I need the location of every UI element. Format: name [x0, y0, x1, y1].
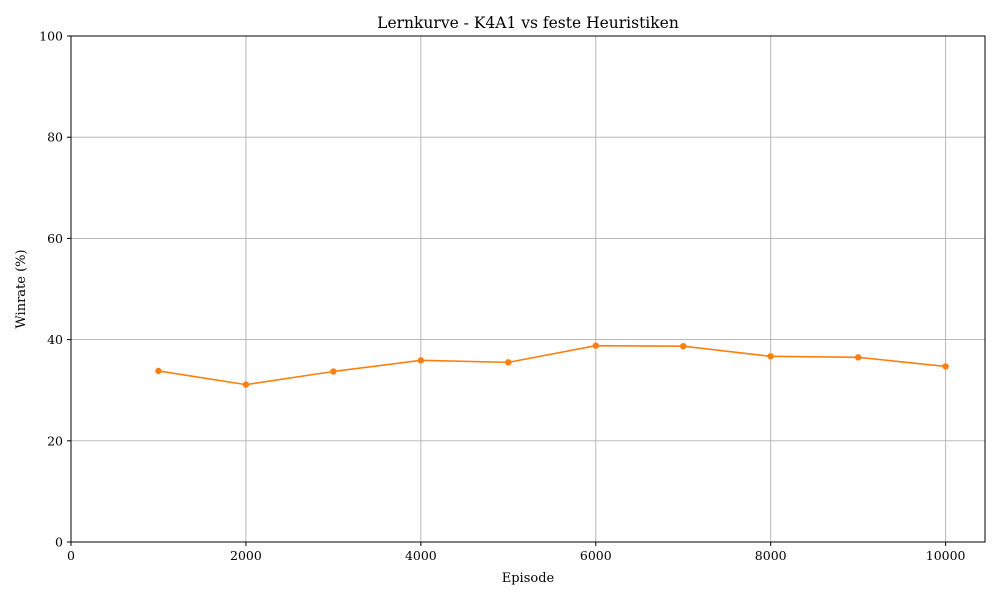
y-tick-label: 60	[47, 231, 63, 246]
series-line	[158, 344, 946, 386]
data-point	[854, 354, 862, 361]
data-point	[330, 368, 337, 375]
axis-ticks: 0 2000 4000 6000 8000 10000 0 20 40 60 80 100	[39, 29, 965, 564]
chart-title: Lernkurve - K4A1 vs feste Heuristiken	[377, 14, 679, 32]
data-point	[242, 381, 250, 388]
y-tick-label: 100	[39, 29, 63, 44]
x-tick-label: 10000	[926, 548, 966, 563]
x-tick-label: 4000	[405, 548, 437, 563]
x-tick-label: 0	[67, 548, 75, 563]
data-point	[417, 357, 425, 364]
series-layer	[155, 342, 949, 388]
gridlines	[70, 35, 985, 543]
data-point	[155, 367, 162, 375]
y-axis-label: Winrate (%)	[14, 249, 29, 328]
plot-frame	[70, 35, 986, 543]
x-tick-label: 8000	[755, 548, 787, 563]
x-axis-label: Episode	[502, 571, 555, 586]
data-point	[942, 363, 949, 370]
y-tick-label: 20	[47, 433, 63, 448]
data-point	[505, 359, 512, 366]
data-point	[767, 353, 774, 360]
y-tick-label: 80	[47, 130, 63, 145]
y-tick-label: 40	[47, 332, 63, 347]
data-point	[680, 342, 687, 350]
x-tick-label: 6000	[580, 548, 612, 563]
x-tick-label: 2000	[230, 548, 262, 563]
data-point	[592, 342, 599, 349]
y-tick-label: 0	[55, 535, 63, 550]
